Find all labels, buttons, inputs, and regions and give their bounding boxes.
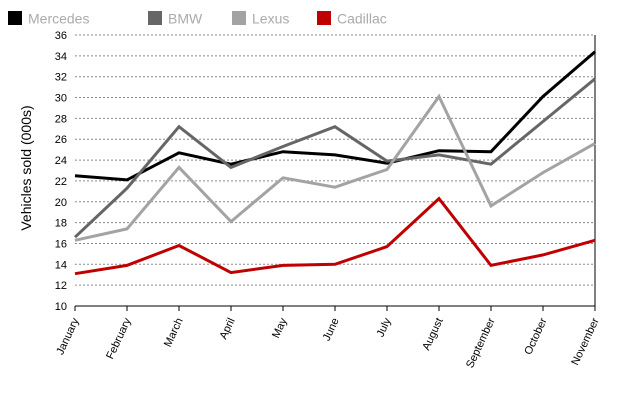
x-tick-label: October (522, 316, 550, 357)
y-tick-label: 28 (55, 113, 67, 125)
y-tick-label: 18 (55, 218, 67, 230)
series-line-bmw (73, 77, 596, 239)
y-tick-label: 22 (55, 176, 67, 188)
series-line-mercedes (74, 50, 596, 182)
x-tick-label: April (218, 316, 238, 341)
x-tick-label: August (420, 316, 445, 352)
y-tick-label: 36 (55, 30, 67, 42)
legend-swatch-cadillac (317, 11, 331, 25)
legend-label-cadillac: Cadillac (337, 11, 387, 27)
legend-label-lexus: Lexus (252, 11, 289, 27)
x-tick-label: January (54, 316, 82, 357)
y-axis-title: Vehicles sold (000s) (18, 105, 34, 230)
legend: Mercedes BMW Lexus Cadillac (8, 11, 387, 27)
legend-swatch-bmw (148, 11, 162, 25)
x-tick-label: March (162, 316, 186, 349)
y-tick-label: 10 (55, 301, 67, 313)
y-tick-label: 16 (55, 238, 67, 250)
series-line-cadillac (74, 196, 596, 276)
x-tick-label: November (569, 316, 601, 367)
gridlines (75, 34, 595, 286)
legend-swatch-lexus (232, 11, 246, 25)
legend-swatch-mercedes (8, 11, 22, 25)
legend-label-bmw: BMW (168, 11, 203, 27)
x-tick-label: September (464, 316, 498, 370)
y-tick-label: 30 (55, 93, 67, 105)
series-line-lexus (74, 93, 596, 242)
x-tick-label: July (375, 316, 394, 339)
legend-label-mercedes: Mercedes (28, 11, 89, 27)
series-lines (73, 50, 596, 276)
x-tick-label: June (321, 316, 342, 343)
y-tick-label: 12 (55, 280, 67, 292)
y-tick-label: 26 (55, 134, 67, 146)
x-tick-label: February (104, 316, 134, 361)
x-axis-ticks: January February March April May June July Augu… (54, 306, 602, 370)
y-tick-label: 20 (55, 197, 67, 209)
y-tick-label: 32 (55, 72, 67, 84)
y-tick-label: 24 (55, 155, 67, 167)
y-tick-label: 34 (55, 51, 67, 63)
x-tick-label: May (270, 316, 290, 340)
y-tick-label: 14 (55, 259, 67, 271)
y-axis-ticks: 10 12 14 16 18 20 22 24 26 28 30 32 34 36 (55, 30, 67, 313)
